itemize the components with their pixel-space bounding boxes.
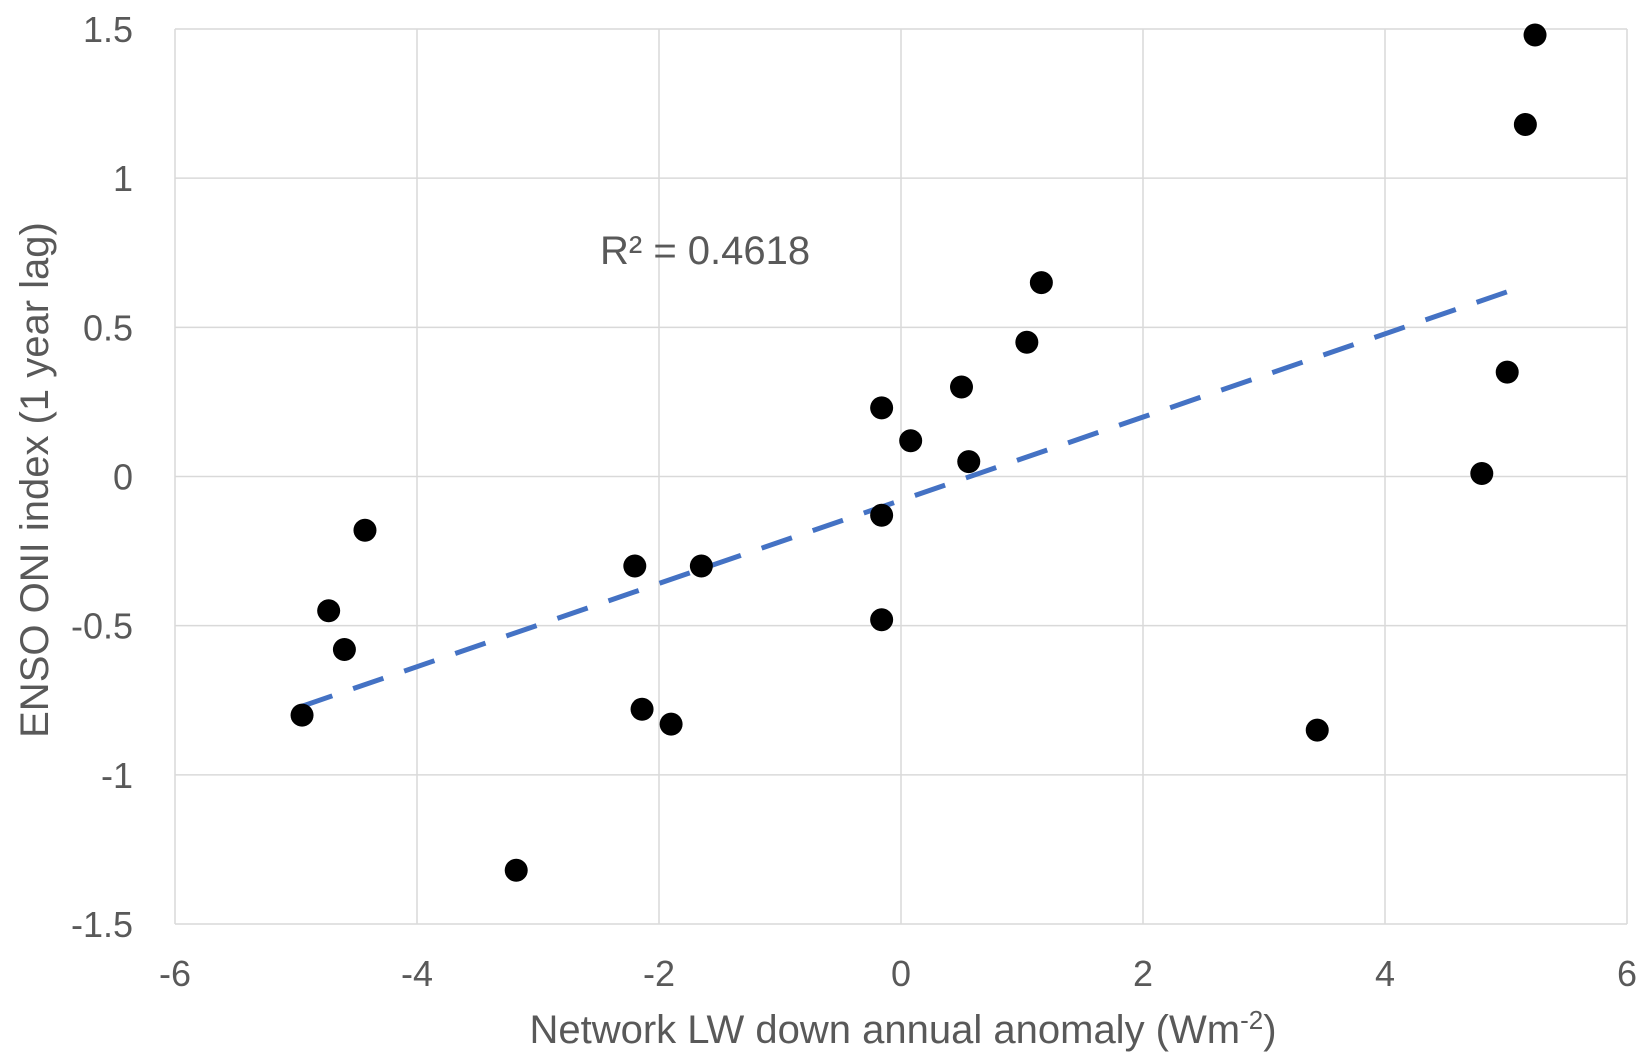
x-tick-label: -6 — [159, 953, 191, 994]
data-point — [1470, 462, 1494, 486]
x-axis-title: Network LW down annual anomaly (Wm-2) — [529, 1005, 1276, 1052]
data-point — [623, 554, 647, 578]
x-tick-label: 0 — [891, 953, 911, 994]
data-point — [1495, 360, 1519, 384]
data-point — [1305, 718, 1329, 742]
y-axis-title: ENSO ONI index (1 year lag) — [13, 222, 57, 738]
y-tick-label: 0.5 — [83, 307, 133, 348]
y-tick-label: 1 — [113, 158, 133, 199]
trendline-label: R² = 0.4618 — [600, 229, 810, 273]
x-axis-title-main: Network LW down annual anomaly (Wm — [529, 1008, 1240, 1052]
data-point — [630, 697, 654, 721]
data-point — [689, 554, 713, 578]
data-point — [1015, 330, 1039, 354]
trendline-layer — [301, 283, 1527, 709]
x-tick-label: -2 — [643, 953, 675, 994]
x-tick-label: 4 — [1375, 953, 1395, 994]
x-axis-title-end: ) — [1263, 1008, 1276, 1052]
data-point — [957, 450, 981, 474]
x-tick-label: 2 — [1133, 953, 1153, 994]
y-tick-label: -1 — [101, 755, 133, 796]
data-point — [353, 518, 377, 542]
data-point — [1523, 23, 1547, 47]
y-tick-label: -1.5 — [71, 904, 133, 945]
grid-lines — [174, 28, 1628, 925]
data-point — [1029, 271, 1053, 295]
data-point — [870, 503, 894, 527]
data-point — [950, 375, 973, 399]
data-point — [870, 396, 894, 420]
y-tick-label: -0.5 — [71, 606, 133, 647]
data-points — [290, 23, 1547, 882]
data-point — [659, 712, 683, 736]
data-point — [290, 703, 314, 727]
data-point — [870, 608, 894, 632]
y-tick-label: 1.5 — [83, 9, 133, 50]
data-point — [504, 858, 528, 882]
x-tick-label: -4 — [401, 953, 433, 994]
data-point — [899, 429, 923, 453]
data-point — [1513, 112, 1537, 136]
data-point — [317, 599, 341, 623]
x-tick-label: 6 — [1617, 953, 1637, 994]
tick-labels: -6 -4 -2 0 2 4 6 -1.5 -1 -0.5 0 0.5 1 1.5 — [71, 9, 1637, 994]
trendline — [301, 283, 1527, 709]
data-point — [332, 638, 356, 662]
y-tick-label: 0 — [113, 457, 133, 498]
x-axis-title-superscript: -2 — [1240, 1005, 1263, 1035]
